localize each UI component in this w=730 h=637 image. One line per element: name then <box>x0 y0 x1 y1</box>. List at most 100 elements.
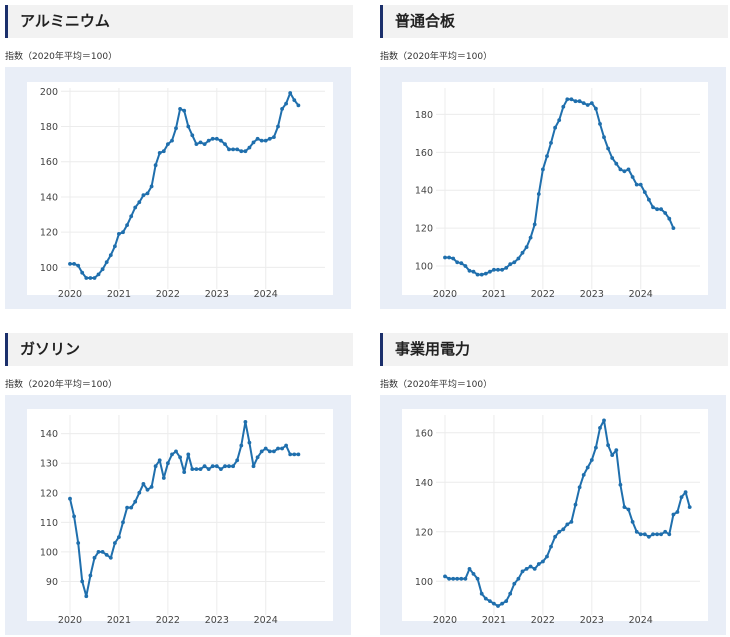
data-point <box>496 267 500 272</box>
data-point <box>239 443 244 448</box>
data-point <box>610 453 615 457</box>
unit-label: 指数（2020年平均＝100） <box>380 380 493 390</box>
data-point <box>96 272 101 277</box>
chart-panel-plywood: 普通合板 指数（2020年平均＝100） <box>380 5 728 63</box>
data-point <box>170 452 174 457</box>
data-point <box>235 458 240 463</box>
data-point <box>129 214 134 219</box>
data-point <box>606 146 610 151</box>
x-tick-label: 2020 <box>58 289 82 300</box>
data-point <box>121 520 125 525</box>
data-point <box>166 461 170 466</box>
data-point <box>642 190 647 195</box>
y-tick-label: 100 <box>415 577 433 588</box>
data-point <box>602 135 606 140</box>
data-point <box>153 464 158 469</box>
data-point <box>280 446 284 451</box>
y-tick-label: 100 <box>415 262 433 273</box>
data-point <box>190 133 195 138</box>
data-point <box>532 222 537 227</box>
data-point <box>488 599 492 603</box>
data-point <box>667 216 672 221</box>
data-point <box>153 163 158 168</box>
data-point <box>467 567 472 571</box>
data-point <box>647 534 651 539</box>
chart-title: アルミニウム <box>5 5 353 38</box>
data-point <box>532 567 537 571</box>
data-point <box>100 550 105 554</box>
x-tick-label: 2020 <box>433 289 457 300</box>
data-point <box>68 496 72 501</box>
data-point <box>541 167 545 172</box>
data-point <box>117 232 121 236</box>
data-point <box>577 99 582 104</box>
data-point <box>524 567 529 571</box>
data-point <box>227 464 231 469</box>
data-point <box>219 467 223 471</box>
data-point <box>504 266 509 270</box>
data-point <box>255 136 260 141</box>
chart-panel-aluminium: アルミニウム 指数（2020年平均＝100） <box>5 5 353 63</box>
chart-title: ガソリン <box>5 333 353 366</box>
data-point <box>500 601 504 606</box>
data-point <box>117 535 121 539</box>
data-point <box>504 599 509 603</box>
data-point <box>463 576 468 581</box>
x-tick-label: 2024 <box>629 289 653 300</box>
data-point <box>508 591 513 596</box>
x-tick-label: 2022 <box>156 615 180 626</box>
data-point <box>557 118 562 122</box>
data-point <box>284 101 288 106</box>
data-point <box>121 230 125 235</box>
data-point <box>667 532 672 537</box>
data-point <box>157 151 162 155</box>
chart-panel-gasoline: ガソリン 指数（2020年平均＝100） <box>5 333 353 391</box>
y-tick-label: 140 <box>40 192 58 203</box>
plot-area <box>27 82 333 295</box>
data-point <box>573 99 578 104</box>
data-point <box>125 505 129 510</box>
data-point <box>125 223 129 228</box>
data-point <box>443 255 447 260</box>
chart-title: 事業用電力 <box>380 333 728 366</box>
data-point <box>133 205 138 210</box>
x-tick-label: 2021 <box>482 615 506 626</box>
data-point <box>288 91 293 95</box>
data-point <box>626 507 631 512</box>
unit-label: 指数（2020年平均＝100） <box>5 52 118 62</box>
data-point <box>663 529 668 534</box>
data-point <box>471 572 476 576</box>
data-point <box>223 142 227 147</box>
data-point <box>214 464 219 469</box>
data-point <box>687 505 692 509</box>
data-point <box>524 245 529 250</box>
data-point <box>655 532 659 537</box>
data-point <box>549 141 553 145</box>
data-point <box>68 262 72 266</box>
data-point <box>516 256 521 261</box>
data-point <box>610 156 615 160</box>
data-point <box>512 260 517 265</box>
data-point <box>459 261 464 266</box>
data-point <box>634 529 639 534</box>
data-point <box>174 449 178 454</box>
data-point <box>598 426 602 430</box>
x-tick-label: 2022 <box>531 289 555 300</box>
data-point <box>243 420 248 424</box>
data-point <box>72 514 76 519</box>
data-point <box>536 192 541 196</box>
y-tick-label: 180 <box>415 110 433 121</box>
data-point <box>88 573 93 578</box>
data-point <box>565 522 570 527</box>
data-point <box>149 485 154 489</box>
data-point <box>463 264 468 268</box>
data-point <box>88 276 93 280</box>
data-point <box>251 464 256 469</box>
data-point <box>182 108 187 113</box>
data-point <box>479 272 484 277</box>
data-point <box>161 476 166 480</box>
x-tick-label: 2021 <box>482 289 506 300</box>
data-point <box>561 104 566 109</box>
y-tick-label: 120 <box>415 527 433 538</box>
data-point <box>137 200 142 205</box>
